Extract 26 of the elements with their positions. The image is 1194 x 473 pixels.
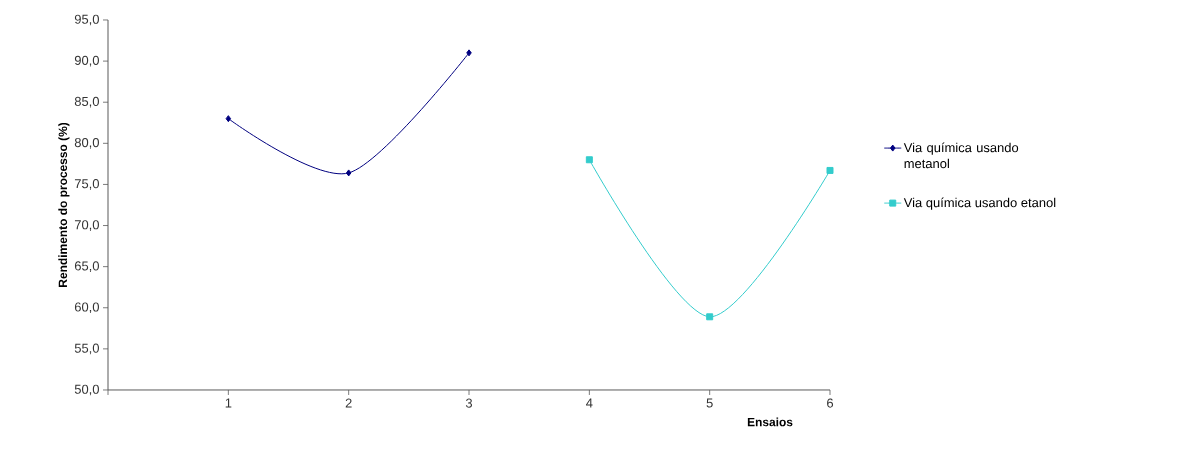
legend-label: Via química usando metanol xyxy=(903,142,1019,169)
y-tick-label: 85,0 xyxy=(74,96,99,108)
y-tick-label: 95,0 xyxy=(74,14,99,26)
x-tick-label: 4 xyxy=(586,398,593,408)
point xyxy=(585,156,593,164)
x-axis-title: Ensaios xyxy=(747,417,793,427)
y-tick-label: 80,0 xyxy=(74,137,99,149)
x-tick-label: 1 xyxy=(225,398,232,408)
y-tick-label: 55,0 xyxy=(74,343,99,355)
y-tick-label: 70,0 xyxy=(74,220,99,231)
point xyxy=(345,169,352,177)
x-tick-label: 5 xyxy=(706,398,713,408)
y-tick-label: 65,0 xyxy=(74,261,99,272)
point xyxy=(706,313,714,321)
y-tick-label: 60,0 xyxy=(74,302,99,314)
y-tick-label: 75,0 xyxy=(74,179,99,190)
point xyxy=(826,166,834,174)
point xyxy=(225,115,232,123)
point xyxy=(466,49,472,57)
x-tick-label: 6 xyxy=(827,398,834,408)
y-tick-label: 50,0 xyxy=(74,384,99,396)
x-tick-label: 3 xyxy=(465,398,473,408)
y-tick-label: 90,0 xyxy=(74,55,99,67)
x-tick-label: 2 xyxy=(345,398,352,408)
y-axis-title: Rendimento do processo (%) xyxy=(58,122,70,287)
legend-label: Via química usando etanol xyxy=(903,197,1056,210)
